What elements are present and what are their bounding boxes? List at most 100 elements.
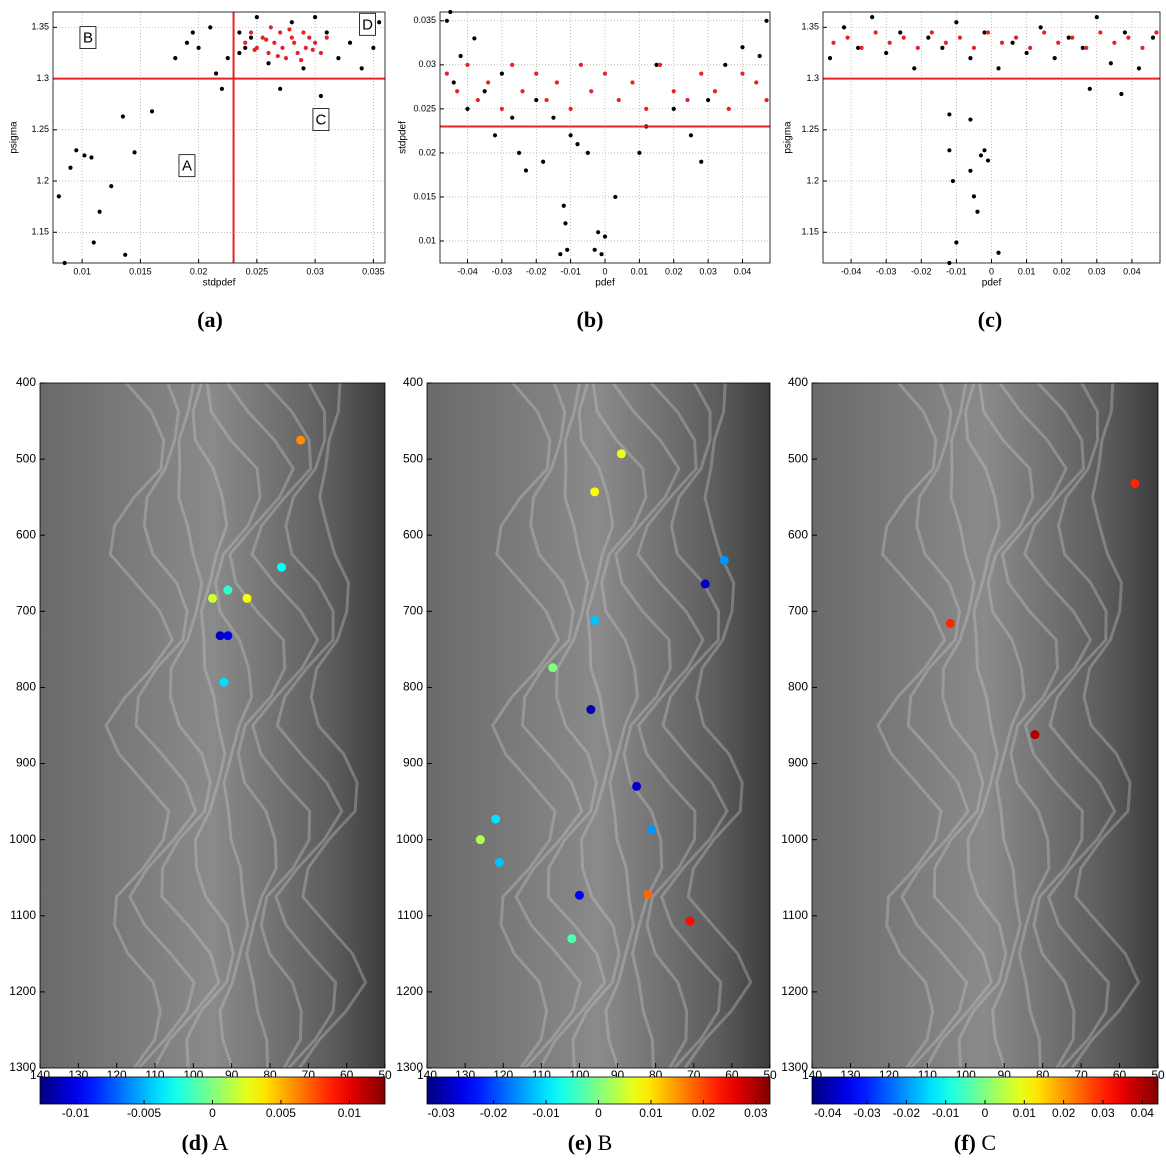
data-point (565, 247, 570, 252)
data-point (975, 209, 980, 214)
terrain-ridge (205, 382, 262, 1069)
data-point (699, 71, 704, 76)
y-tick-label: 1.2 (806, 175, 819, 185)
caption-text: B (598, 1130, 613, 1155)
colorbar-tick-label: -0.01 (62, 1106, 90, 1120)
terrain-ridge (104, 382, 174, 1069)
x-tick-label: 0.02 (665, 266, 683, 276)
y-tick-label: 700 (16, 604, 36, 618)
caption-text: A (213, 1130, 229, 1155)
scatter-panel: 0.01 0.015 0.02 0.025 0.03 0.035 1.15 1.2 1.25 1.… (9, 11, 386, 332)
data-point (347, 40, 353, 45)
colorbar-tick-label: -0.01 (932, 1106, 960, 1120)
colorbar-tick-label: 0 (982, 1106, 989, 1120)
data-point (599, 252, 604, 257)
panel-caption: (f) C (954, 1130, 996, 1155)
data-point (313, 15, 318, 20)
data-point (657, 62, 663, 67)
terrain-ridge (1070, 382, 1141, 1069)
data-point (268, 25, 273, 30)
terrain-ridge (538, 382, 607, 1069)
data-point (915, 45, 920, 50)
data-point (377, 20, 382, 25)
data-point (1122, 30, 1127, 35)
data-point (757, 53, 762, 59)
data-point (978, 153, 984, 158)
data-point (541, 159, 546, 164)
annotation: C (316, 112, 327, 129)
data-point (301, 30, 306, 35)
data-point (491, 814, 501, 824)
data-point (475, 97, 480, 103)
x-tick-label: 0.01 (73, 266, 91, 276)
data-point (1126, 35, 1131, 40)
data-point (359, 66, 364, 71)
data-point (272, 40, 277, 45)
data-point (254, 15, 259, 20)
data-point (196, 45, 201, 50)
data-point (726, 106, 731, 111)
panel-caption: (b) (577, 307, 604, 332)
data-point (264, 37, 269, 42)
data-point (89, 155, 94, 160)
colorbar-tick-label: 0 (595, 1106, 602, 1120)
terrain-ridge (957, 382, 1008, 1069)
data-point (520, 89, 525, 94)
data-point (1056, 40, 1061, 45)
data-point (184, 40, 190, 45)
data-point (592, 247, 597, 252)
plot-frame (39, 382, 386, 1069)
x-tick-label: 0.04 (1123, 266, 1141, 276)
data-point (97, 209, 102, 214)
x-tick-label: 0 (602, 266, 607, 276)
data-point (567, 934, 577, 944)
data-point (561, 203, 566, 208)
y-tick-label: 800 (403, 680, 423, 694)
data-point (1084, 45, 1089, 50)
data-point (841, 25, 847, 30)
data-point (307, 35, 312, 40)
data-point (499, 106, 504, 111)
data-point (568, 133, 573, 138)
data-point (671, 106, 676, 111)
y-tick-label: 1.25 (31, 124, 49, 134)
y-tick-label: 400 (16, 375, 36, 389)
y-tick-label: 1100 (397, 908, 423, 922)
y-tick-label: 0.02 (418, 147, 436, 157)
y-tick-label: 1300 (781, 1060, 808, 1074)
data-point (287, 27, 292, 32)
data-point (644, 106, 649, 111)
map-image (812, 383, 1158, 1068)
terrain-ridge (998, 382, 1068, 1069)
data-point (685, 97, 690, 103)
data-point (590, 615, 600, 625)
data-point (712, 89, 718, 94)
data-point (912, 66, 917, 71)
colorbar-tick-label: -0.01 (532, 1106, 560, 1120)
terrain-ridge (591, 382, 648, 1069)
colorbar-tick-label: -0.04 (814, 1106, 842, 1120)
data-point (574, 890, 584, 900)
annotation-box (359, 12, 376, 36)
colorbar-tick-label: -0.03 (427, 1106, 455, 1120)
data-point (968, 117, 973, 122)
data-point (637, 150, 642, 156)
data-point (277, 562, 286, 572)
data-point (719, 555, 729, 565)
data-point (510, 115, 515, 120)
x-tick-label: 0.03 (699, 266, 717, 276)
data-point (1094, 15, 1099, 20)
data-point (985, 30, 991, 35)
panel-caption: (a) (197, 307, 223, 332)
y-axis-label: psigma (783, 121, 794, 154)
data-point (831, 40, 836, 45)
x-axis-label: pdef (982, 278, 1002, 289)
plot-frame (439, 11, 771, 264)
data-point (472, 36, 477, 41)
scatter-panel: -0.04 -0.03 -0.02 -0.01 0 0.01 0.02 0.03 0.04 1.1… (783, 11, 1161, 332)
data-point (516, 150, 522, 156)
data-point (616, 97, 621, 103)
data-point (455, 89, 460, 94)
data-point (590, 487, 600, 497)
y-tick-label: 600 (403, 527, 423, 541)
